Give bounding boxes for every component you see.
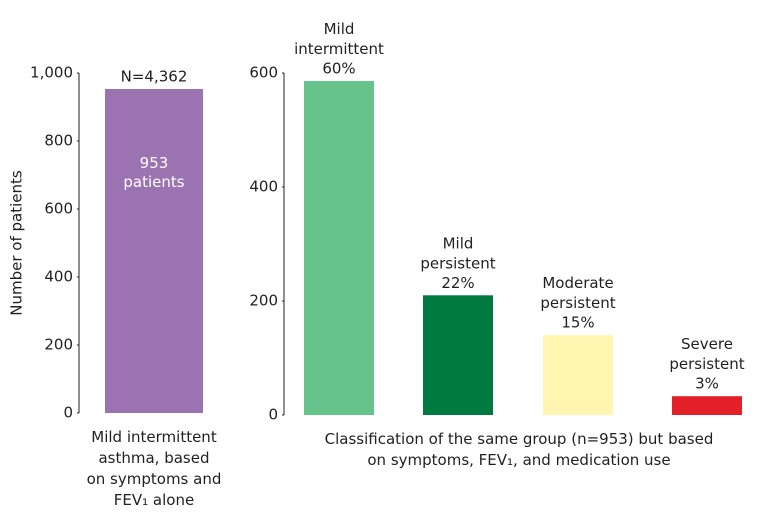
bar-category-label: Mild intermittent [294,19,384,57]
y-tick-label: 0 [63,404,73,422]
bar-value-label: 953 patients [123,153,184,190]
x-axis-label-line: on symptoms and [87,470,222,488]
y-tick-label: 200 [44,336,73,354]
bar-category-label: Mild persistent [420,234,495,272]
x-axis-label-line: on symptoms, FEV₁, and medication use [367,451,670,469]
bar-category-label-line: Severe [681,335,733,353]
bar-category-label-line: Moderate [542,274,613,292]
y-tick-label: 0 [268,406,278,424]
bar-category-label-line: persistent [540,294,615,312]
bar-percent-label: 3% [695,375,719,393]
x-axis-label-line: FEV₁ alone [114,491,194,509]
x-axis-label: Classification of the same group (n=953)… [325,430,714,469]
bar [423,295,493,415]
x-axis-label-line: asthma, based [98,449,209,467]
bar [105,88,203,413]
bar-category-label-line: persistent [669,355,744,373]
bar [543,335,613,415]
y-tick-label: 400 [249,178,278,196]
annotation: N=4,362 [121,68,188,86]
bar-category-label: Severe persistent [669,335,744,373]
bar-category-label-line: intermittent [294,39,384,57]
y-axis-label: Number of patients [8,170,26,316]
x-axis-label-line: Classification of the same group (n=953)… [325,430,714,448]
x-axis-label: Mild intermittent asthma, based on symptom… [87,428,222,509]
y-tick-label: 1,000 [30,64,73,82]
y-tick-label: 200 [249,292,278,310]
y-tick-label: 600 [249,64,278,82]
bar-category-label-line: persistent [420,254,495,272]
x-axis-label-line: Mild intermittent [91,428,217,446]
bar [672,396,742,415]
bar-percent-label: 15% [561,314,594,332]
bar-category-label: Moderate persistent [540,274,615,312]
bar-value-label-line: 953 [140,153,169,171]
bar-value-label-line: patients [123,172,184,190]
y-tick-label: 600 [44,200,73,218]
y-tick-label: 800 [44,132,73,150]
bar [304,80,374,415]
bar-percent-label: 22% [441,274,474,292]
bar-category-label-line: Mild [443,234,474,252]
bar-percent-label: 60% [322,59,355,77]
bar-category-label-line: Mild [324,19,355,37]
y-tick-label: 400 [44,268,73,286]
